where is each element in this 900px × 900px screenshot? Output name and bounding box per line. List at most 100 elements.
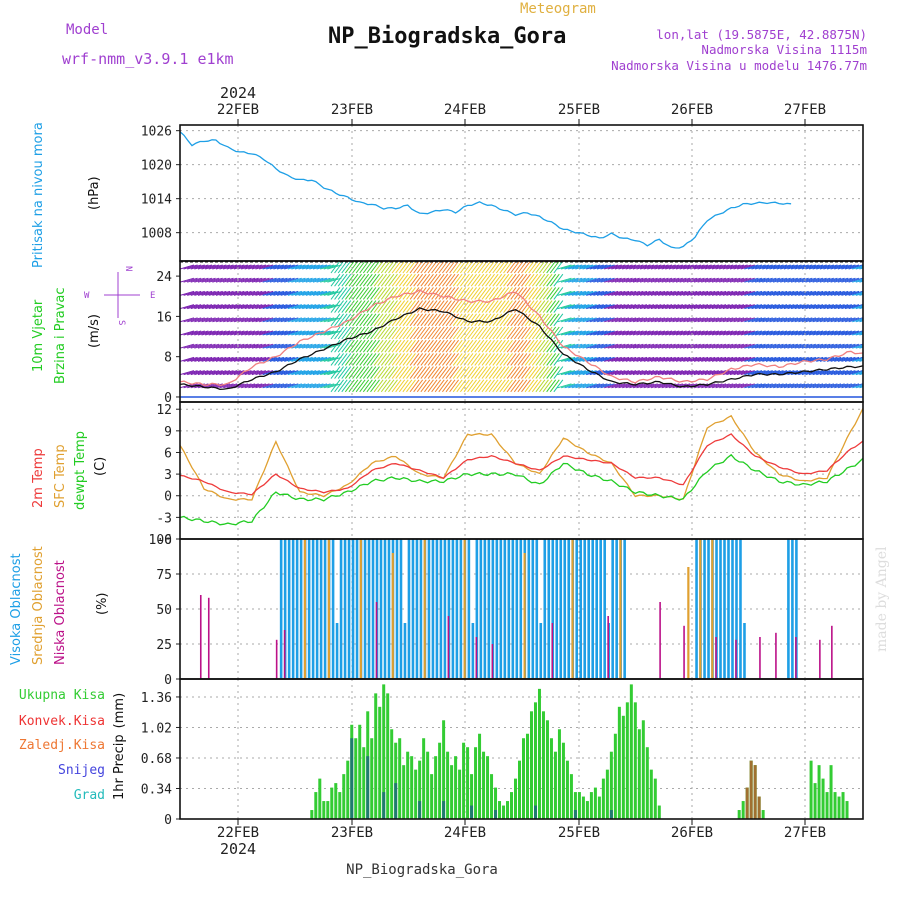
wind-barb xyxy=(553,366,564,379)
high-cloud-bar xyxy=(283,539,287,679)
wind-barb xyxy=(765,317,781,323)
wind-barb xyxy=(470,273,481,287)
wind-barb xyxy=(294,370,310,376)
wind-barb xyxy=(391,379,402,393)
wind-barb xyxy=(208,304,223,310)
wind-barb xyxy=(636,383,651,389)
high-cloud-bar xyxy=(323,539,327,679)
mid-cloud-bar xyxy=(687,567,690,679)
wind-barb xyxy=(776,370,791,376)
wind-barb xyxy=(679,343,694,349)
wind-barb xyxy=(219,343,234,349)
wind-barb xyxy=(470,287,481,300)
wind-barb xyxy=(528,353,539,366)
wind-barb xyxy=(780,290,795,296)
high-cloud-bar xyxy=(355,539,359,679)
mid-cloud-bar xyxy=(699,539,702,679)
wind-barb xyxy=(456,326,467,340)
wind-barb xyxy=(719,330,734,336)
wind-barb xyxy=(733,343,748,349)
wind-barb xyxy=(316,370,331,376)
wind-barb xyxy=(719,343,734,349)
wind-barb xyxy=(683,290,698,296)
wind-barb xyxy=(593,383,608,389)
wind-barb xyxy=(503,353,513,366)
wind-barb xyxy=(312,370,328,376)
wind-barb xyxy=(632,370,648,376)
wind-barb xyxy=(190,356,205,362)
wind-barb xyxy=(510,379,521,393)
wind-barb xyxy=(582,356,597,362)
wind-barb xyxy=(693,264,709,270)
wind-barb xyxy=(244,383,259,389)
wind-barb xyxy=(589,264,604,270)
wind-barb xyxy=(564,304,579,310)
wind-barb xyxy=(834,383,849,389)
wind-barb xyxy=(776,383,791,389)
wind-barb xyxy=(474,300,485,313)
wind-barb xyxy=(391,366,402,379)
wind-barb xyxy=(344,339,355,353)
wind-barb xyxy=(380,273,391,287)
wind-barb xyxy=(233,290,249,296)
wind-barb xyxy=(320,304,335,310)
wind-barb xyxy=(366,261,377,274)
wind-barb xyxy=(438,261,449,274)
wind-barb xyxy=(755,317,770,323)
y-tick-label: 25 xyxy=(156,638,172,653)
wind-barb xyxy=(445,287,456,300)
wind-barb xyxy=(848,356,863,362)
wind-barb xyxy=(438,366,449,379)
wind-barb xyxy=(312,290,328,296)
wind-barb xyxy=(816,330,831,336)
wind-barb xyxy=(672,304,687,310)
high-cloud-bar xyxy=(403,623,407,679)
wind-barb xyxy=(258,317,274,323)
wind-barb xyxy=(406,313,416,327)
wind-barb xyxy=(837,383,852,389)
wind-barb xyxy=(524,287,535,300)
wind-barb xyxy=(744,277,759,283)
wind-barb xyxy=(456,261,467,274)
wind-barb xyxy=(528,273,539,287)
wind-barb xyxy=(740,290,755,296)
wind-barb xyxy=(323,356,338,362)
wind-barb xyxy=(305,383,320,389)
wind-barb xyxy=(549,366,560,379)
wind-barb xyxy=(668,290,684,296)
wind-barb xyxy=(848,264,863,270)
high-cloud-bar xyxy=(487,539,491,679)
wind-barb xyxy=(438,353,449,366)
high-cloud-bar xyxy=(707,539,710,679)
wind-barb xyxy=(787,317,802,323)
wind-barb xyxy=(726,370,741,376)
wind-barb xyxy=(187,343,202,349)
wind-barb xyxy=(492,313,503,327)
wind-barb xyxy=(787,370,802,376)
wind-barb xyxy=(783,264,799,270)
wind-barb xyxy=(255,277,270,283)
wind-barb xyxy=(409,300,420,313)
wind-barb xyxy=(197,290,213,296)
wind-barb xyxy=(805,383,820,389)
wind-barb xyxy=(715,277,730,283)
wind-barb xyxy=(219,370,234,376)
wind-barb xyxy=(302,304,317,310)
wind-barb xyxy=(377,313,388,327)
wind-barb xyxy=(395,326,406,340)
wind-barb xyxy=(830,290,845,296)
wind-barb xyxy=(413,273,424,287)
y-tick-label: 50 xyxy=(156,603,172,618)
wind-barb xyxy=(697,317,712,323)
wind-barb xyxy=(708,264,723,270)
wind-barb xyxy=(463,326,474,340)
wind-barb xyxy=(521,273,531,287)
total-precip-bar xyxy=(386,693,390,819)
wind-barb xyxy=(305,370,320,376)
wind-barb xyxy=(765,277,781,283)
high-cloud-bar xyxy=(703,539,706,679)
year-top: 2024 xyxy=(220,84,256,102)
wind-barb xyxy=(442,339,452,353)
wind-barb xyxy=(280,277,295,283)
wind-barb xyxy=(639,317,655,323)
